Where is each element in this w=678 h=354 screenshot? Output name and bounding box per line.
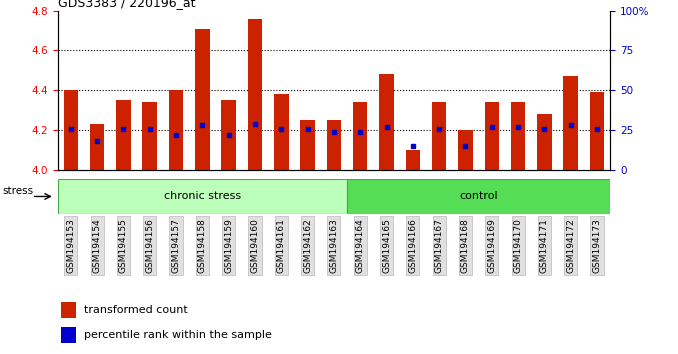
Bar (405, 150, 420, 170)
Bar (485, 102, 499, 170)
Text: GSM194172: GSM194172 (566, 218, 575, 273)
Bar (116, 100, 131, 170)
Bar (64, 90, 78, 170)
Text: GSM194171: GSM194171 (540, 218, 549, 273)
Text: GSM194173: GSM194173 (593, 218, 601, 273)
Text: GSM194168: GSM194168 (461, 218, 470, 273)
Bar (61, 302, 76, 318)
Bar (327, 120, 341, 170)
Text: control: control (459, 192, 498, 201)
Bar (195, 29, 210, 170)
Text: transformed count: transformed count (84, 305, 188, 315)
Text: GSM194162: GSM194162 (303, 218, 312, 273)
Text: GSM194159: GSM194159 (224, 218, 233, 273)
Bar (563, 76, 578, 170)
Bar (590, 92, 604, 170)
Text: GSM194157: GSM194157 (172, 218, 180, 273)
Bar (247, 19, 262, 170)
Bar (142, 102, 157, 170)
Bar (458, 130, 473, 170)
Bar (432, 102, 446, 170)
Text: GSM194156: GSM194156 (145, 218, 154, 273)
Text: GDS3383 / 220196_at: GDS3383 / 220196_at (58, 0, 195, 10)
Bar (300, 120, 315, 170)
Text: GSM194161: GSM194161 (277, 218, 286, 273)
Bar (379, 74, 394, 170)
Text: GSM194158: GSM194158 (198, 218, 207, 273)
Text: GSM194165: GSM194165 (382, 218, 391, 273)
Text: GSM194164: GSM194164 (356, 218, 365, 273)
Bar (537, 114, 552, 170)
Text: GSM194153: GSM194153 (66, 218, 75, 273)
Bar (90, 124, 104, 170)
Text: GSM194155: GSM194155 (119, 218, 128, 273)
Text: chronic stress: chronic stress (164, 192, 241, 201)
Text: stress: stress (3, 186, 34, 196)
Text: GSM194163: GSM194163 (330, 218, 338, 273)
Bar (347, 179, 610, 214)
Text: GSM194154: GSM194154 (93, 218, 102, 273)
Text: GSM194166: GSM194166 (408, 218, 418, 273)
Bar (58, 179, 347, 214)
Text: GSM194160: GSM194160 (250, 218, 260, 273)
Bar (222, 100, 236, 170)
Bar (169, 90, 183, 170)
Text: GSM194170: GSM194170 (514, 218, 523, 273)
Bar (61, 327, 76, 343)
Text: percentile rank within the sample: percentile rank within the sample (84, 330, 272, 340)
Text: GSM194167: GSM194167 (435, 218, 443, 273)
Bar (353, 102, 367, 170)
Bar (511, 102, 525, 170)
Bar (274, 94, 289, 170)
Text: GSM194169: GSM194169 (487, 218, 496, 273)
